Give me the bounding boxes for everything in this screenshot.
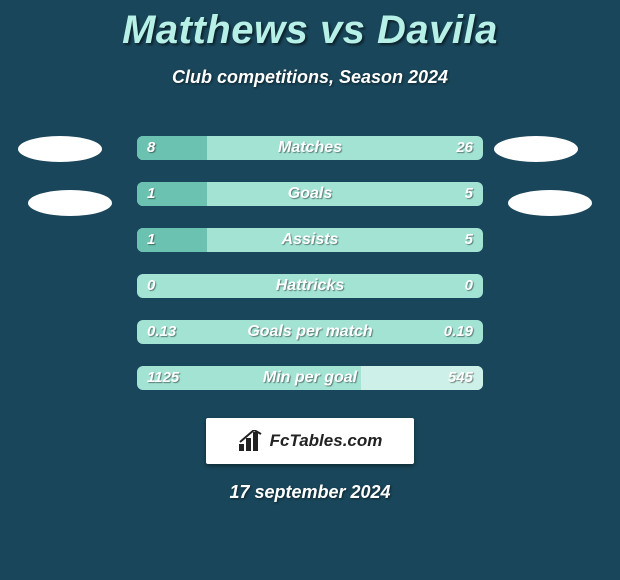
right-avatar-1 [494, 136, 578, 162]
stat-label: Min per goal [137, 366, 483, 390]
stat-label: Goals per match [137, 320, 483, 344]
footer-date: 17 september 2024 [0, 482, 620, 503]
left-avatar-1 [18, 136, 102, 162]
left-avatar-2 [28, 190, 112, 216]
stat-label: Goals [137, 182, 483, 206]
stat-value-right: 5 [465, 182, 473, 206]
subtitle: Club competitions, Season 2024 [0, 67, 620, 88]
stat-row: 0Hattricks0 [137, 274, 483, 298]
source-badge-text: FcTables.com [270, 431, 383, 451]
right-avatar-2 [508, 190, 592, 216]
page-title: Matthews vs Davila [0, 0, 620, 53]
stat-value-right: 0 [465, 274, 473, 298]
stat-row: 8Matches26 [137, 136, 483, 160]
stat-label: Assists [137, 228, 483, 252]
fctables-icon [238, 430, 264, 452]
stat-row: 1Goals5 [137, 182, 483, 206]
stat-label: Hattricks [137, 274, 483, 298]
stat-label: Matches [137, 136, 483, 160]
stat-value-right: 0.19 [444, 320, 473, 344]
stat-value-right: 26 [456, 136, 473, 160]
source-badge: FcTables.com [206, 418, 414, 464]
comparison-chart: 8Matches26 1Goals5 1Assists5 0Hattricks0 0.1… [0, 116, 620, 396]
stat-value-right: 545 [448, 366, 473, 390]
bars-container: 8Matches26 1Goals5 1Assists5 0Hattricks0 0.1… [137, 136, 483, 390]
stat-value-right: 5 [465, 228, 473, 252]
stat-row: 0.13Goals per match0.19 [137, 320, 483, 344]
stat-row: 1Assists5 [137, 228, 483, 252]
stat-row: 1125Min per goal545 [137, 366, 483, 390]
